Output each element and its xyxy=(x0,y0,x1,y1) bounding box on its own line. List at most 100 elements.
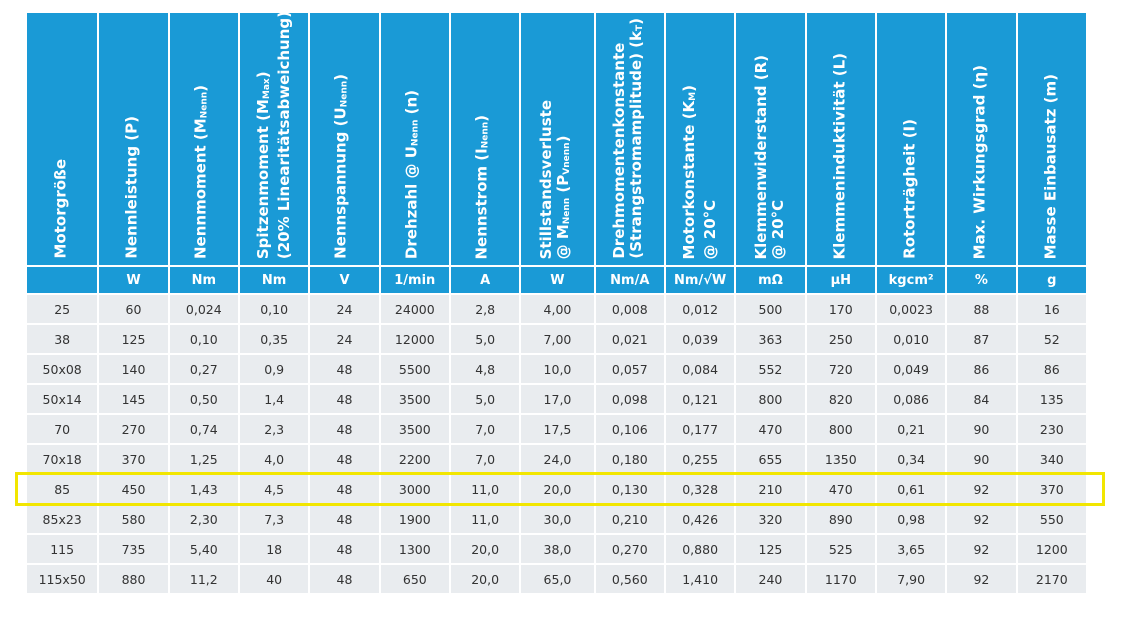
unit-cell: Nm/A xyxy=(595,267,664,293)
table-cell: 86 xyxy=(947,355,1016,383)
table-cell: 10,0 xyxy=(521,355,594,383)
table-cell: 0,057 xyxy=(595,355,664,383)
unit-cell: mΩ xyxy=(736,267,805,293)
table-cell: 4,5 xyxy=(239,475,309,503)
table-cell: 20,0 xyxy=(521,475,594,503)
col-header-nennspannung: Nennspannung (UNenn) xyxy=(310,13,379,265)
table-row: 50x14 145 0,50 1,4 48 3500 5,0 17,0 0,098 0,121 80… xyxy=(27,385,1086,413)
table-cell: 86 xyxy=(1017,355,1086,383)
table-cell: 0,560 xyxy=(595,565,664,593)
table-cell: 470 xyxy=(806,475,875,503)
header-row: Motorgröße Nennleistung (P) Nennmoment (… xyxy=(27,11,1086,265)
table-row: 85x23 580 2,30 7,3 48 1900 11,0 30,0 0,210 0,426 3… xyxy=(27,505,1086,533)
table-cell: 90 xyxy=(947,445,1016,473)
table-cell: 11,2 xyxy=(169,565,238,593)
table-cell: 52 xyxy=(1017,325,1086,353)
unit-cell: W xyxy=(99,267,168,293)
table-cell: 4,0 xyxy=(239,445,309,473)
table-cell: 92 xyxy=(947,535,1016,563)
table-cell: 48 xyxy=(310,385,379,413)
table-cell: 50x14 xyxy=(27,385,98,413)
table-row: 38 125 0,10 0,35 24 12000 5,0 7,00 0,021 0,039 363… xyxy=(27,325,1086,353)
table-cell: 140 xyxy=(99,355,168,383)
table-cell: 4,00 xyxy=(521,295,594,323)
table-cell: 48 xyxy=(310,415,379,443)
motor-spec-table-container: Motorgröße Nennleistung (P) Nennmoment (… xyxy=(25,11,1088,595)
table-cell: 18 xyxy=(239,535,309,563)
table-cell: 85x23 xyxy=(27,505,98,533)
table-cell: 0,130 xyxy=(595,475,664,503)
table-cell: 48 xyxy=(310,355,379,383)
table-cell: 320 xyxy=(736,505,805,533)
table-row: 70 270 0,74 2,3 48 3500 7,0 17,5 0,106 0,177 470 80… xyxy=(27,415,1086,443)
table-cell: 7,90 xyxy=(876,565,946,593)
table-cell: 2,30 xyxy=(169,505,238,533)
table-cell: 650 xyxy=(380,565,449,593)
table-cell: 0,024 xyxy=(169,295,238,323)
table-cell: 890 xyxy=(806,505,875,533)
table-cell: 17,0 xyxy=(521,385,594,413)
table-cell: 115x50 xyxy=(27,565,98,593)
table-cell: 270 xyxy=(99,415,168,443)
table-cell: 38 xyxy=(27,325,98,353)
table-cell: 0,880 xyxy=(665,535,735,563)
table-cell: 30,0 xyxy=(521,505,594,533)
table-cell: 0,255 xyxy=(665,445,735,473)
table-cell: 48 xyxy=(310,505,379,533)
table-row: 25 60 0,024 0,10 24 24000 2,8 4,00 0,008 0,012 500… xyxy=(27,295,1086,323)
table-cell: 125 xyxy=(736,535,805,563)
col-header-drehmomentenkonstante: Drehmomentenkonstante (Strangstromamplitu… xyxy=(595,13,664,265)
table-cell: 0,21 xyxy=(876,415,946,443)
table-cell: 1200 xyxy=(1017,535,1086,563)
table-cell: 0,27 xyxy=(169,355,238,383)
table-cell: 1,410 xyxy=(665,565,735,593)
unit-cell: kgcm² xyxy=(876,267,946,293)
table-cell: 48 xyxy=(310,565,379,593)
table-cell: 2200 xyxy=(380,445,449,473)
table-cell: 1,4 xyxy=(239,385,309,413)
col-header-masse: Masse Einbausatz (m) xyxy=(1017,13,1086,265)
table-cell: 48 xyxy=(310,445,379,473)
table-cell: 1170 xyxy=(806,565,875,593)
table-cell: 0,35 xyxy=(239,325,309,353)
table-cell: 145 xyxy=(99,385,168,413)
table-cell: 525 xyxy=(806,535,875,563)
table-cell: 470 xyxy=(736,415,805,443)
table-cell: 1350 xyxy=(806,445,875,473)
table-cell: 38,0 xyxy=(521,535,594,563)
table-cell: 580 xyxy=(99,505,168,533)
table-cell: 0,426 xyxy=(665,505,735,533)
col-header-stillstandsverluste: Stillstandsverluste @ MNenn (PVnenn) xyxy=(521,13,594,265)
col-header-nennstrom: Nennstrom (INenn) xyxy=(450,13,520,265)
table-cell: 24 xyxy=(310,295,379,323)
table-cell: 880 xyxy=(99,565,168,593)
table-cell: 24 xyxy=(310,325,379,353)
table-cell: 0,039 xyxy=(665,325,735,353)
unit-cell: µH xyxy=(806,267,875,293)
table-row: 85 450 1,43 4,5 48 3000 11,0 20,0 0,130 0,328 210 4… xyxy=(27,475,1086,503)
table-cell: 370 xyxy=(1017,475,1086,503)
table-cell: 5,0 xyxy=(450,325,520,353)
col-header-spitzenmoment: Spitzenmoment (MMax) (20% Linearitätsabwe… xyxy=(239,11,309,265)
col-header-motorkonstante: Motorkonstante (KM) @ 20°C xyxy=(665,13,735,265)
table-cell: 20,0 xyxy=(450,565,520,593)
table-cell: 7,3 xyxy=(239,505,309,533)
table-cell: 7,0 xyxy=(450,415,520,443)
table-cell: 87 xyxy=(947,325,1016,353)
table-cell: 84 xyxy=(947,385,1016,413)
table-cell: 11,0 xyxy=(450,505,520,533)
col-header-motorgroesse: Motorgröße xyxy=(27,13,98,265)
table-cell: 5,0 xyxy=(450,385,520,413)
table-cell: 92 xyxy=(947,475,1016,503)
table-cell: 12000 xyxy=(380,325,449,353)
table-cell: 135 xyxy=(1017,385,1086,413)
table-cell: 250 xyxy=(806,325,875,353)
table-cell: 40 xyxy=(239,565,309,593)
table-cell: 24000 xyxy=(380,295,449,323)
table-cell: 500 xyxy=(736,295,805,323)
table-cell: 720 xyxy=(806,355,875,383)
table-cell: 2170 xyxy=(1017,565,1086,593)
table-cell: 0,50 xyxy=(169,385,238,413)
table-cell: 1,43 xyxy=(169,475,238,503)
table-cell: 340 xyxy=(1017,445,1086,473)
